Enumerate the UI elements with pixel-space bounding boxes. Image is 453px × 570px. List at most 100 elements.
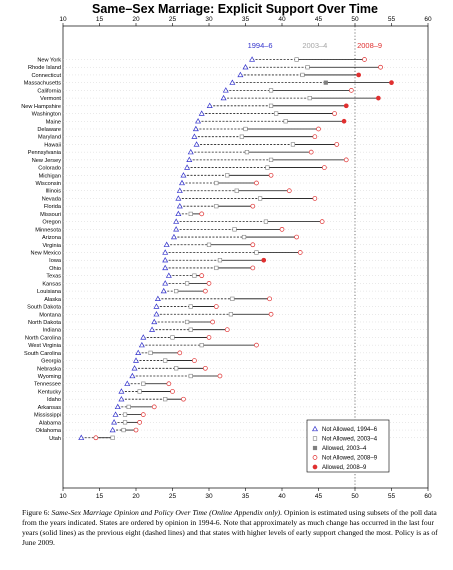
point-1994 (175, 195, 182, 201)
point-2003 (185, 319, 190, 325)
state-label: Montana (39, 312, 62, 318)
point-2003 (163, 358, 168, 363)
point-2003 (265, 165, 270, 170)
point-2003 (214, 265, 219, 271)
state-label: Georgia (41, 359, 62, 365)
point-2008 (203, 365, 208, 371)
point-2003 (234, 188, 239, 193)
state-label: Texas (46, 274, 61, 280)
period-label: 2003–4 (302, 41, 327, 50)
state-row: Massachusetts (24, 79, 428, 87)
state-row: New York (37, 56, 428, 64)
point-2008 (206, 281, 212, 286)
state-label: Missouri (40, 212, 61, 218)
x-tick-label-bottom: 45 (315, 493, 323, 500)
point-1994 (242, 64, 249, 70)
state-label: Pennsylvania (28, 150, 62, 156)
state-label: New Mexico (31, 251, 61, 257)
state-label: Arizona (42, 235, 62, 241)
point-2008 (151, 404, 157, 410)
point-1994 (163, 241, 170, 247)
point-1994 (154, 295, 161, 301)
legend-marker (312, 455, 318, 460)
plot-frame (62, 25, 429, 489)
state-label: Alaska (44, 297, 62, 303)
point-1994 (162, 264, 169, 271)
state-label: Maryland (38, 135, 61, 141)
point-1994 (184, 164, 191, 170)
point-2003 (163, 397, 168, 402)
point-1994 (131, 365, 138, 371)
state-row: New Jersey (32, 156, 428, 164)
x-tick-label-top: 45 (315, 16, 323, 23)
state-row: Alaska (44, 295, 428, 303)
x-tick-label-top: 15 (96, 16, 104, 23)
x-tick-label-top: 25 (169, 16, 177, 23)
legend-label: Not Allowed, 2008–9 (322, 456, 378, 462)
point-2008 (349, 88, 354, 93)
point-2003 (228, 312, 234, 317)
legend-label: Not Allowed, 1994–6 (322, 427, 378, 433)
state-row: Hawaii (44, 141, 428, 148)
state-label: Virginia (42, 243, 61, 249)
point-1994 (191, 133, 198, 139)
caption-label: Figure 6: (22, 508, 52, 517)
legend-marker (312, 436, 318, 441)
state-label: Wyoming (38, 374, 61, 380)
point-2003 (294, 57, 299, 62)
state-label: Oregon (42, 220, 61, 226)
point-2008 (210, 319, 215, 325)
point-2008 (362, 57, 367, 62)
point-2003 (170, 335, 175, 340)
point-1994 (206, 102, 213, 108)
x-tick-label-top: 40 (278, 16, 286, 23)
point-2008 (224, 327, 230, 333)
period-labels: 1994–6 2003–4 2008–9 (248, 41, 383, 50)
state-label: Rhode Island (28, 65, 61, 71)
point-1994 (135, 349, 142, 356)
legend-box (306, 419, 390, 473)
point-2008 (376, 95, 381, 101)
state-row: Louisiana (37, 287, 428, 295)
point-2003 (188, 373, 193, 379)
axes: 10 10 15 15 20 20 25 25 30 30 35 35 40 40 45 45 50 50 55 55… (59, 16, 432, 500)
point-2008 (250, 265, 256, 271)
state-row: Idaho (47, 395, 428, 403)
point-2008 (279, 226, 285, 232)
state-row: South Carolina (24, 349, 428, 357)
state-row: New Hampshire (21, 102, 428, 110)
point-2008 (297, 250, 303, 255)
point-2003 (230, 296, 235, 301)
state-row: Tennessee (34, 380, 428, 388)
point-2003 (254, 250, 259, 255)
point-2003 (188, 304, 193, 309)
point-2008 (316, 126, 321, 132)
x-tick-label-bottom: 35 (242, 493, 250, 500)
state-label: California (37, 88, 62, 94)
state-row: Colorado (38, 164, 428, 172)
state-label: New Jersey (32, 158, 61, 164)
state-row: Arkansas (38, 403, 428, 411)
point-2008 (286, 188, 292, 194)
point-1994 (133, 357, 139, 363)
point-1994 (192, 125, 199, 132)
state-row: Illinois (45, 187, 428, 195)
point-1994 (173, 226, 180, 232)
state-label: South Carolina (24, 351, 62, 357)
point-2003 (268, 103, 274, 108)
point-2003 (239, 134, 244, 139)
point-2008 (213, 304, 219, 309)
point-2003 (192, 273, 197, 278)
state-label: Vermont (40, 96, 61, 102)
state-label: Oklahoma (36, 428, 62, 434)
point-1994 (176, 187, 183, 193)
state-row: Iowa (49, 257, 428, 264)
point-2003 (185, 281, 190, 286)
point-2008 (93, 435, 99, 441)
x-tick-label-bottom: 25 (169, 493, 177, 500)
chart-title: Same–Sex Marriage: Explicit Support Over… (92, 2, 378, 16)
legend-label: Allowed, 2003–4 (322, 446, 367, 452)
state-label: Colorado (38, 166, 61, 172)
state-row: Utah (49, 434, 428, 442)
point-2008 (268, 172, 274, 178)
